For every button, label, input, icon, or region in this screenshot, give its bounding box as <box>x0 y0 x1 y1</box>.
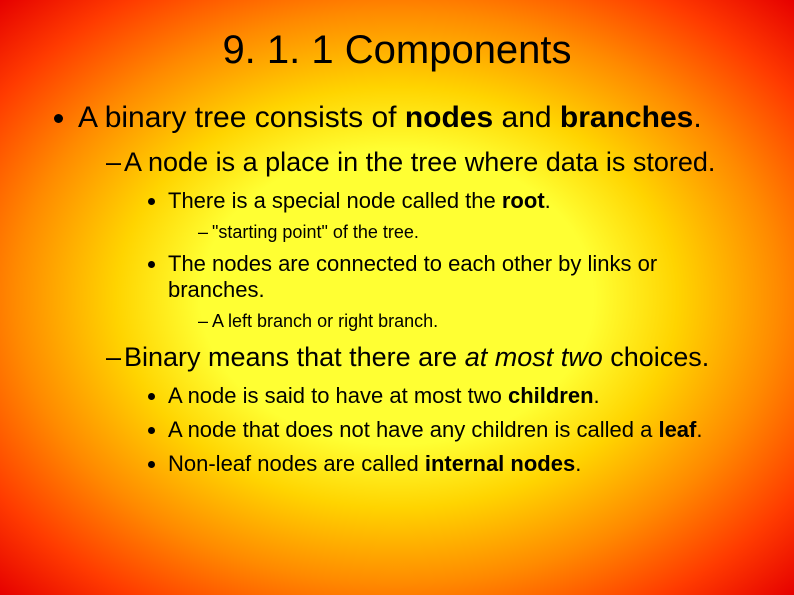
bold-text: children <box>508 383 594 408</box>
text: . <box>693 101 701 134</box>
bold-text: root <box>502 188 545 213</box>
bullet-list-level4: A left branch or right branch. <box>168 311 744 332</box>
bullet-list-level2: A node is a place in the tree where data… <box>78 147 744 477</box>
bullet-list-level4: "starting point" of the tree. <box>168 222 744 243</box>
text: A left branch or right branch. <box>212 311 438 331</box>
text: Non-leaf nodes are called <box>168 451 425 476</box>
text: . <box>594 383 600 408</box>
list-item: A node is a place in the tree where data… <box>106 147 744 332</box>
text: A node is said to have at most two <box>168 383 508 408</box>
italic-text: at most two <box>465 342 603 372</box>
bullet-list-level3: A node is said to have at most two child… <box>124 383 744 477</box>
text: . <box>575 451 581 476</box>
list-item: A node that does not have any children i… <box>168 417 744 443</box>
list-item: Binary means that there are at most two … <box>106 342 744 477</box>
bold-text: leaf <box>658 417 696 442</box>
list-item: The nodes are connected to each other by… <box>168 251 744 332</box>
text: . <box>545 188 551 213</box>
text: A node that does not have any children i… <box>168 417 658 442</box>
list-item: A node is said to have at most two child… <box>168 383 744 409</box>
text: . <box>696 417 702 442</box>
text: A node is a place in the tree where data… <box>124 147 715 177</box>
list-item: There is a special node called the root.… <box>168 188 744 243</box>
text: A binary tree consists of <box>78 101 405 134</box>
text: and <box>493 101 560 134</box>
text: There is a special node called the <box>168 188 502 213</box>
text: The nodes are connected to each other by… <box>168 251 657 302</box>
list-item: "starting point" of the tree. <box>198 222 744 243</box>
text: Binary means that there are <box>124 342 465 372</box>
bold-text: branches <box>560 101 693 134</box>
text: choices. <box>603 342 710 372</box>
list-item: Non-leaf nodes are called internal nodes… <box>168 451 744 477</box>
bold-text: internal nodes <box>425 451 575 476</box>
list-item: A binary tree consists of nodes and bran… <box>78 101 744 477</box>
bullet-list-level3: There is a special node called the root.… <box>124 188 744 332</box>
bold-text: nodes <box>405 101 493 134</box>
list-item: A left branch or right branch. <box>198 311 744 332</box>
text: "starting point" of the tree. <box>212 222 419 242</box>
slide-title: 9. 1. 1 Components <box>50 28 744 73</box>
slide: 9. 1. 1 Components A binary tree consist… <box>0 0 794 595</box>
bullet-list-level1: A binary tree consists of nodes and bran… <box>50 101 744 477</box>
